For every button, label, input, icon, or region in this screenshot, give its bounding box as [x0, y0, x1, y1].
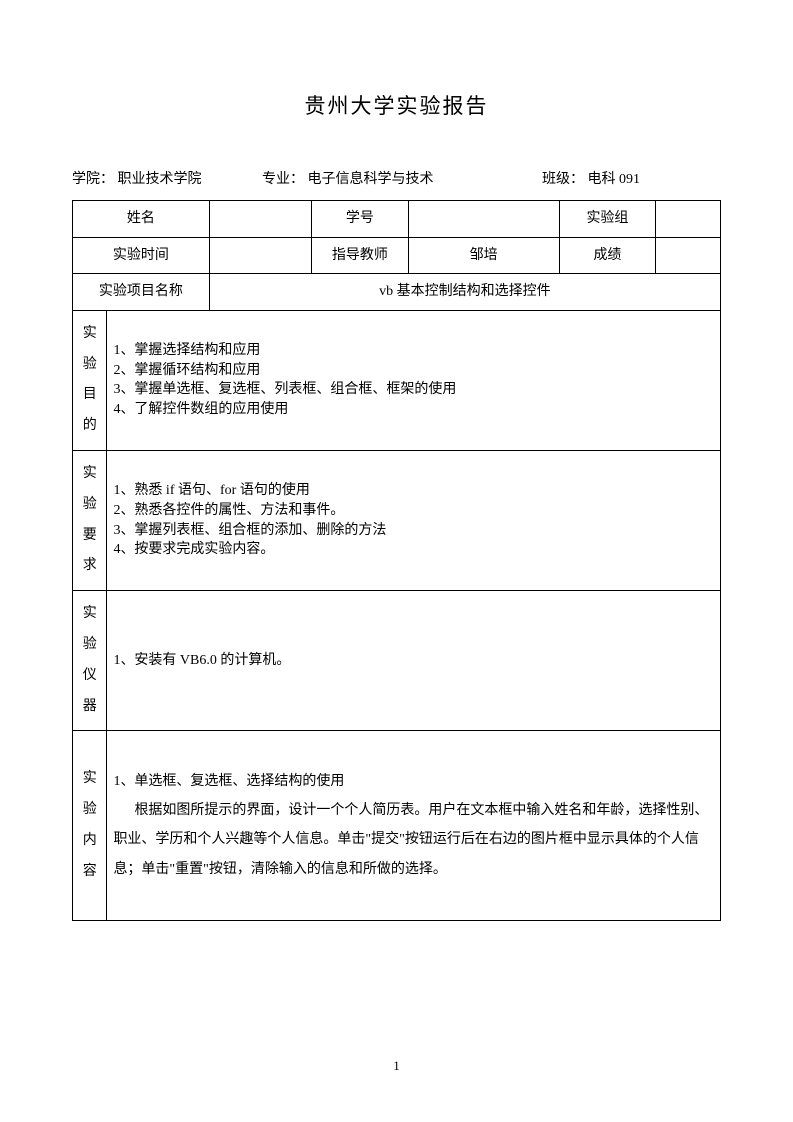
row-name: 姓名 学号 实验组: [73, 201, 721, 238]
value-project: vb 基本控制结构和选择控件: [209, 274, 720, 311]
row-requirements: 实验要求 1、熟悉 if 语句、for 语句的使用 2、熟悉各控件的属性、方法和…: [73, 450, 721, 590]
content-paragraph: 根据如图所提示的界面，设计一个个人简历表。用户在文本框中输入姓名和年龄，选择性别…: [113, 796, 714, 884]
header-class: 班级： 电科 091: [542, 168, 702, 188]
row-purpose: 实验目的 1、掌握选择结构和应用 2、掌握循环结构和应用 3、掌握单选框、复选框…: [73, 310, 721, 450]
label-name: 姓名: [73, 201, 210, 238]
value-time: [209, 237, 311, 274]
value-group: [656, 201, 721, 238]
header-major: 专业： 电子信息科学与技术: [262, 168, 542, 188]
row-content: 实验内容 1、单选框、复选框、选择结构的使用 根据如图所提示的界面，设计一个个人…: [73, 731, 721, 921]
req-line-4: 4、按要求完成实验内容。: [113, 540, 714, 560]
req-line-1: 1、熟悉 if 语句、for 语句的使用: [113, 481, 714, 501]
purpose-line-1: 1、掌握选择结构和应用: [113, 341, 714, 361]
college-label: 学院：: [72, 172, 114, 187]
row-project: 实验项目名称 vb 基本控制结构和选择控件: [73, 274, 721, 311]
req-line-2: 2、熟悉各控件的属性、方法和事件。: [113, 501, 714, 521]
row-equipment: 实验仪器 1、安装有 VB6.0 的计算机。: [73, 591, 721, 731]
class-label: 班级：: [542, 172, 584, 187]
content-equipment: 1、安装有 VB6.0 的计算机。: [107, 591, 721, 731]
label-project: 实验项目名称: [73, 274, 210, 311]
major-value: 电子信息科学与技术: [308, 172, 434, 187]
value-score: [656, 237, 721, 274]
label-group: 实验组: [559, 201, 656, 238]
purpose-line-4: 4、了解控件数组的应用使用: [113, 400, 714, 420]
purpose-line-3: 3、掌握单选框、复选框、列表框、组合框、框架的使用: [113, 380, 714, 400]
label-content: 实验内容: [73, 731, 107, 921]
row-time: 实验时间 指导教师 邹培 成绩: [73, 237, 721, 274]
content-requirements: 1、熟悉 if 语句、for 语句的使用 2、熟悉各控件的属性、方法和事件。 3…: [107, 450, 721, 590]
value-student-id: [408, 201, 559, 238]
label-teacher: 指导教师: [311, 237, 408, 274]
class-value: 电科 091: [588, 172, 641, 187]
header-info-line: 学院： 职业技术学院 专业： 电子信息科学与技术 班级： 电科 091: [72, 168, 721, 188]
label-student-id: 学号: [311, 201, 408, 238]
header-college: 学院： 职业技术学院: [72, 168, 262, 188]
label-time: 实验时间: [73, 237, 210, 274]
value-name: [209, 201, 311, 238]
college-value: 职业技术学院: [118, 172, 202, 187]
label-score: 成绩: [559, 237, 656, 274]
content-body: 1、单选框、复选框、选择结构的使用 根据如图所提示的界面，设计一个个人简历表。用…: [107, 731, 721, 921]
report-table: 姓名 学号 实验组 实验时间 指导教师 邹培 成绩 实验项目名称 vb 基本控制…: [72, 200, 721, 921]
label-purpose: 实验目的: [73, 310, 107, 450]
label-requirements: 实验要求: [73, 450, 107, 590]
content-heading: 1、单选框、复选框、选择结构的使用: [113, 768, 714, 796]
major-label: 专业：: [262, 172, 304, 187]
content-purpose: 1、掌握选择结构和应用 2、掌握循环结构和应用 3、掌握单选框、复选框、列表框、…: [107, 310, 721, 450]
eq-line-1: 1、安装有 VB6.0 的计算机。: [113, 651, 714, 671]
req-line-3: 3、掌握列表框、组合框的添加、删除的方法: [113, 521, 714, 541]
value-teacher: 邹培: [408, 237, 559, 274]
label-equipment: 实验仪器: [73, 591, 107, 731]
page-number: 1: [0, 1058, 793, 1074]
purpose-line-2: 2、掌握循环结构和应用: [113, 361, 714, 381]
document-title: 贵州大学实验报告: [72, 90, 721, 120]
